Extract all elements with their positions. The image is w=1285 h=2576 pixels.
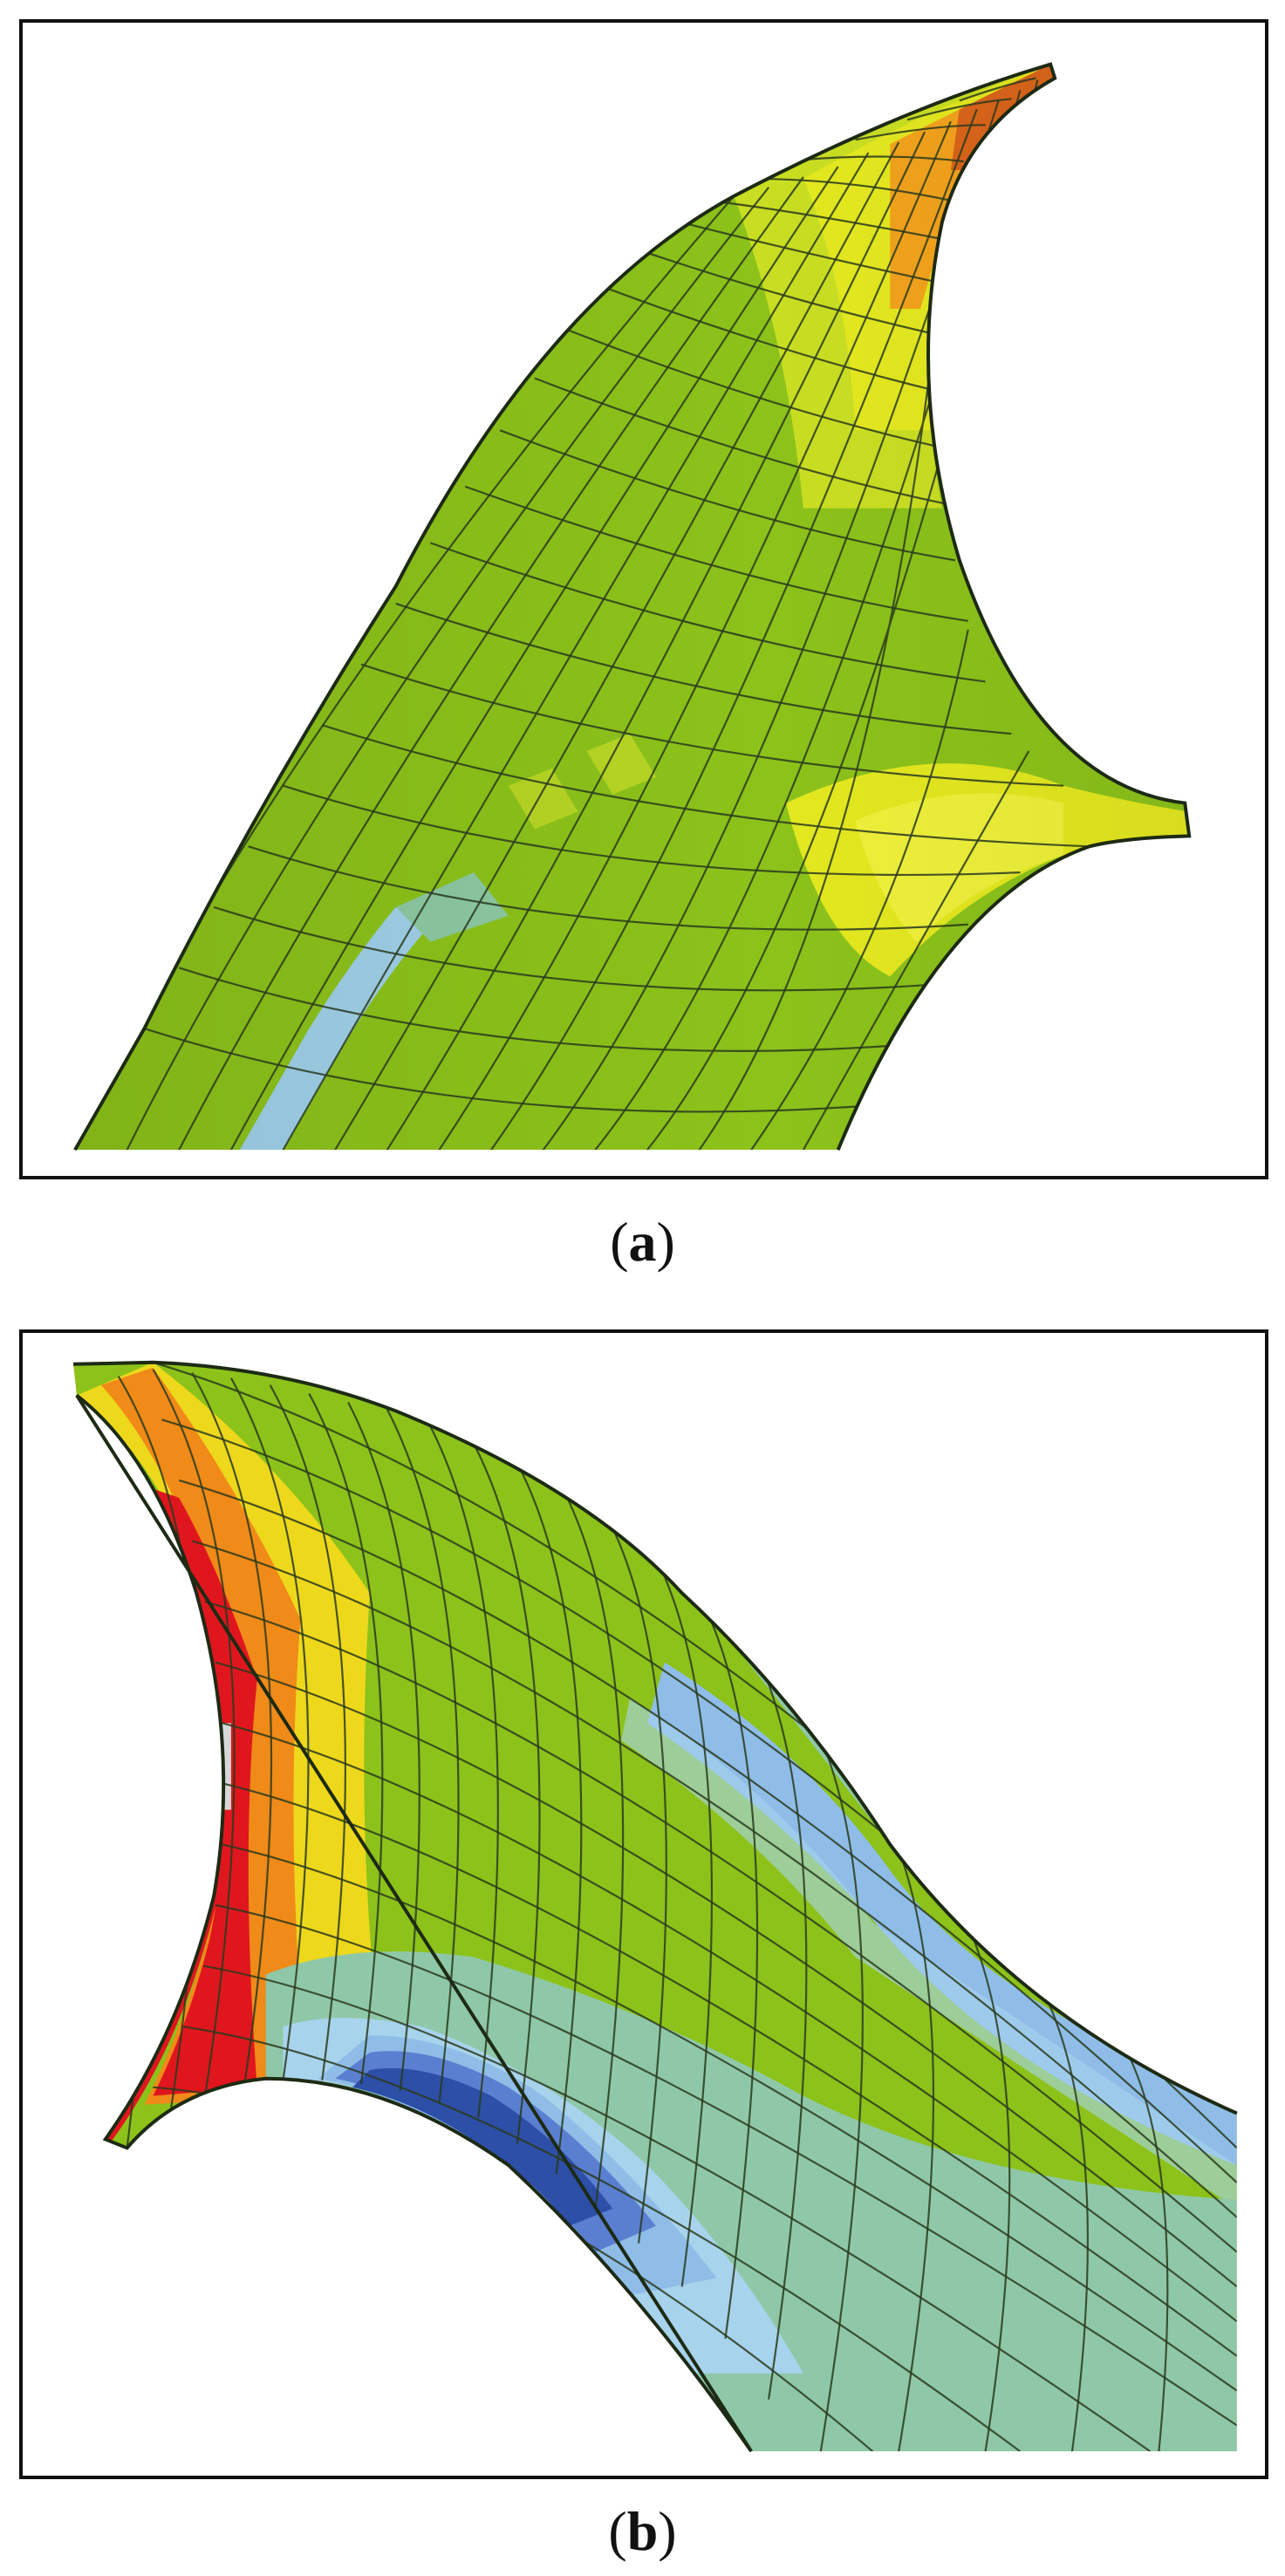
mesh-surface-b — [72, 1362, 1237, 2452]
caption-b: (b) — [608, 2500, 677, 2562]
panel-a-image — [19, 19, 1268, 1179]
mesh-plot-b — [72, 1360, 1238, 2453]
panel-b-image — [19, 1329, 1268, 2479]
mesh-surface-a — [74, 64, 1190, 1151]
caption-a: (a) — [610, 1211, 675, 1273]
mesh-plot-a — [73, 62, 1192, 1151]
